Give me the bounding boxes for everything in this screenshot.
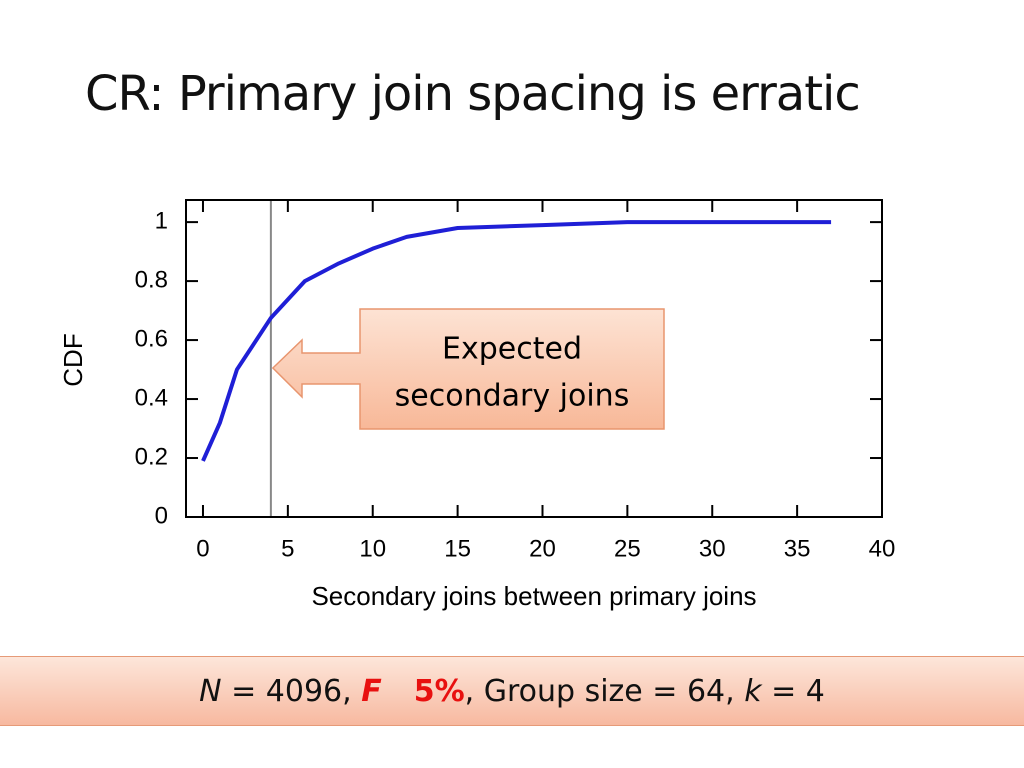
- cdf-line: [201, 220, 832, 462]
- y-tick-label: 0: [155, 502, 168, 529]
- x-axis-label: Secondary joins between primary joins: [311, 581, 756, 611]
- x-tick-label: 0: [196, 535, 209, 562]
- y-tick-label: 0.2: [135, 443, 168, 470]
- x-tick-label: 30: [699, 535, 726, 562]
- x-tick-label: 15: [444, 535, 471, 562]
- chart: CDF Secondary joins between primary join…: [58, 199, 896, 611]
- callout: [271, 308, 665, 430]
- footer-text: 5%: [413, 674, 465, 709]
- footer-text: = 4096,: [221, 674, 362, 709]
- footer-bar: N = 4096, F 5%, Group size = 64, k = 4: [0, 656, 1024, 726]
- callout-text: Expected: [442, 332, 582, 367]
- x-tick-label: 40: [869, 535, 896, 562]
- footer-text: k: [744, 674, 762, 709]
- x-tick-label: 10: [359, 535, 386, 562]
- y-axis-label: CDF: [58, 333, 88, 386]
- x-tick-label: 25: [614, 535, 641, 562]
- footer-text: , Group size = 64,: [464, 674, 745, 709]
- y-tick-label: 0.6: [135, 325, 168, 352]
- footer-text: = 4: [761, 674, 825, 709]
- y-tick-label: 0.8: [135, 266, 168, 293]
- slide-title: CR: Primary join spacing is erratic: [85, 66, 861, 122]
- y-tick-label: 1: [155, 207, 168, 234]
- footer-text: N: [199, 674, 222, 709]
- x-tick-label: 35: [784, 535, 811, 562]
- x-tick-label: 20: [529, 535, 556, 562]
- callout-text: secondary joins: [395, 379, 630, 414]
- plot-frame: [185, 199, 883, 518]
- x-tick-label: 5: [281, 535, 294, 562]
- footer-text: F: [361, 674, 382, 709]
- y-tick-label: 0.4: [135, 384, 168, 411]
